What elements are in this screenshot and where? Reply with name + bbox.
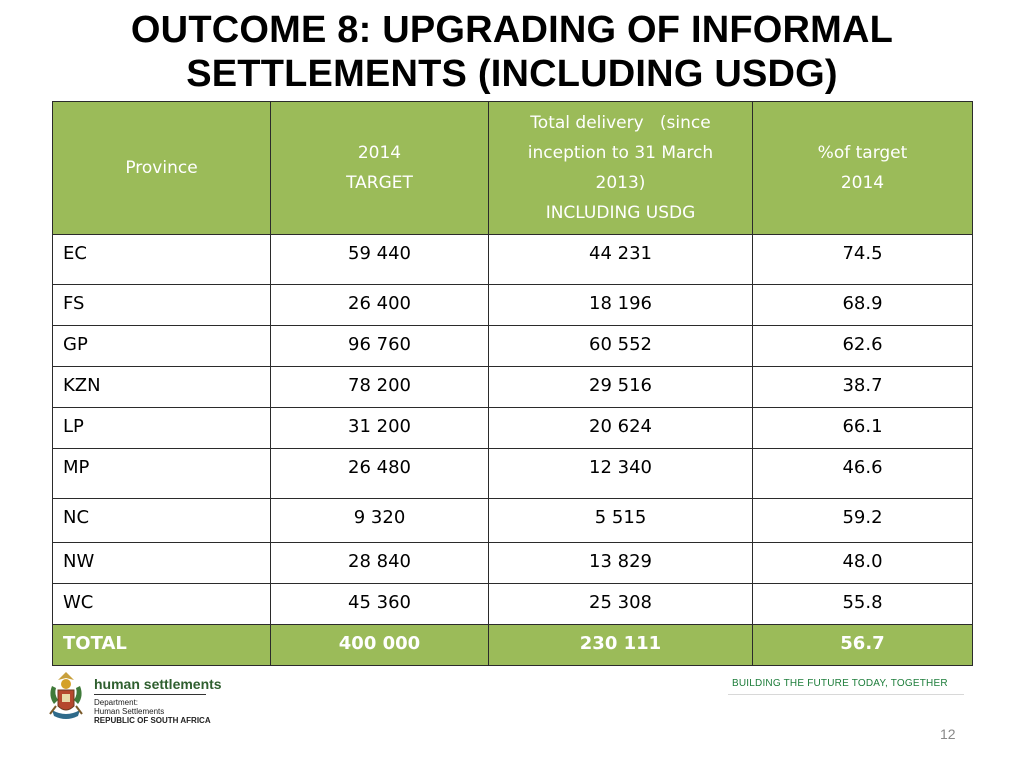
- delivery-cell: 18 196: [488, 284, 753, 326]
- delivery-cell: 13 829: [488, 542, 753, 584]
- province-cell: MP: [52, 448, 271, 499]
- logo-text-block: human settlements Department: Human Sett…: [94, 676, 222, 725]
- target-cell: 45 360: [270, 583, 489, 625]
- delivery-cell: 44 231: [488, 234, 753, 285]
- delivery-cell: 5 515: [488, 498, 753, 543]
- table-row: KZN 78 200 29 516 38.7: [52, 366, 973, 408]
- province-cell: KZN: [52, 366, 271, 408]
- total-label-cell: TOTAL: [52, 624, 271, 666]
- total-row: TOTAL 400 000 230 111 56.7: [52, 624, 973, 666]
- total-target-cell: 400 000: [270, 624, 489, 666]
- total-percent-cell: 56.7: [752, 624, 973, 666]
- table-row: GP 96 760 60 552 62.6: [52, 325, 973, 367]
- target-cell: 31 200: [270, 407, 489, 449]
- province-cell: GP: [52, 325, 271, 367]
- percent-cell: 55.8: [752, 583, 973, 625]
- table-row: EC 59 440 44 231 74.5: [52, 234, 973, 285]
- percent-cell: 46.6: [752, 448, 973, 499]
- province-cell: NW: [52, 542, 271, 584]
- slide-title-line-2: SETTLEMENTS (INCLUDING USDG): [186, 53, 838, 95]
- table-row: NW 28 840 13 829 48.0: [52, 542, 973, 584]
- percent-cell: 74.5: [752, 234, 973, 285]
- table-row: NC 9 320 5 515 59.2: [52, 498, 973, 543]
- table-row: FS 26 400 18 196 68.9: [52, 284, 973, 326]
- delivery-cell: 20 624: [488, 407, 753, 449]
- delivery-cell: 60 552: [488, 325, 753, 367]
- province-cell: FS: [52, 284, 271, 326]
- target-cell: 96 760: [270, 325, 489, 367]
- coat-of-arms-icon: [49, 672, 83, 719]
- header-percent-target: %of target 2014: [752, 101, 973, 235]
- percent-cell: 59.2: [752, 498, 973, 543]
- total-delivery-cell: 230 111: [488, 624, 753, 666]
- table-row: WC 45 360 25 308 55.8: [52, 583, 973, 625]
- percent-cell: 66.1: [752, 407, 973, 449]
- country-name: REPUBLIC OF SOUTH AFRICA: [94, 716, 211, 725]
- header-province: Province: [52, 101, 271, 235]
- header-target: 2014 TARGET: [270, 101, 489, 235]
- department-logo: human settlements Department: Human Sett…: [40, 670, 230, 726]
- slogan-divider: [728, 694, 964, 695]
- percent-cell: 68.9: [752, 284, 973, 326]
- percent-cell: 38.7: [752, 366, 973, 408]
- target-cell: 26 480: [270, 448, 489, 499]
- table-row: LP 31 200 20 624 66.1: [52, 407, 973, 449]
- province-cell: LP: [52, 407, 271, 449]
- province-cell: NC: [52, 498, 271, 543]
- province-cell: EC: [52, 234, 271, 285]
- logo-divider: [94, 694, 206, 695]
- percent-cell: 62.6: [752, 325, 973, 367]
- target-cell: 9 320: [270, 498, 489, 543]
- percent-cell: 48.0: [752, 542, 973, 584]
- slogan: BUILDING THE FUTURE TODAY, TOGETHER: [732, 678, 948, 689]
- slide-title: OUTCOME 8: UPGRADING OF INFORMAL SETTLEM…: [0, 8, 1024, 96]
- slide-title-line-1: OUTCOME 8: UPGRADING OF INFORMAL: [130, 9, 894, 51]
- delivery-table: Province 2014 TARGET Total delivery (sin…: [52, 101, 973, 666]
- logo-title: human settlements: [94, 676, 222, 692]
- dept-line-2: Human Settlements: [94, 707, 165, 716]
- header-total-delivery: Total delivery (since inception to 31 Ma…: [488, 101, 753, 235]
- target-cell: 26 400: [270, 284, 489, 326]
- province-cell: WC: [52, 583, 271, 625]
- target-cell: 59 440: [270, 234, 489, 285]
- target-cell: 78 200: [270, 366, 489, 408]
- table-header-row: Province 2014 TARGET Total delivery (sin…: [52, 101, 973, 235]
- target-cell: 28 840: [270, 542, 489, 584]
- dept-line-1: Department:: [94, 698, 139, 707]
- delivery-cell: 25 308: [488, 583, 753, 625]
- table-row: MP 26 480 12 340 46.6: [52, 448, 973, 499]
- delivery-cell: 29 516: [488, 366, 753, 408]
- page-number: 12: [940, 726, 956, 742]
- delivery-cell: 12 340: [488, 448, 753, 499]
